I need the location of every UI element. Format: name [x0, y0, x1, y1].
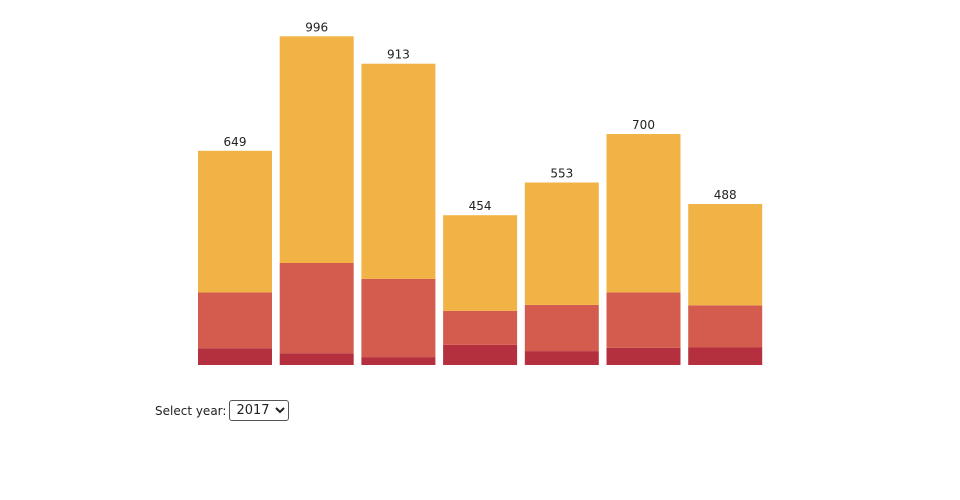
bar-segment-7-1	[688, 347, 763, 365]
bar-segment-7-3	[688, 204, 763, 306]
bar-segment-1-3	[198, 150, 272, 293]
bar-segment-4-1	[443, 344, 518, 365]
bar-segment-2-3	[279, 36, 354, 263]
bar-segment-5-3	[524, 182, 599, 305]
year-select[interactable]: 2017	[229, 400, 290, 421]
bar-total-label-1: 649	[224, 135, 247, 149]
bar-segment-5-2	[524, 304, 599, 352]
bar-segment-4-3	[443, 215, 518, 311]
bar-total-label-5: 553	[550, 167, 573, 181]
year-selector-control: Select year: 2017	[155, 400, 290, 421]
bar-segment-2-1	[279, 353, 354, 365]
stacked-bar-chart: 649 996 913 454 553 700 488	[198, 20, 763, 365]
bar-total-label-4: 454	[469, 199, 492, 213]
bar-total-label-2: 996	[305, 20, 328, 34]
bar-segment-4-2	[443, 310, 518, 345]
bar-segment-3-1	[361, 357, 436, 365]
bar-segment-6-2	[606, 292, 681, 348]
bar-segment-1-1	[198, 348, 272, 365]
bar-total-label-7: 488	[714, 188, 737, 202]
bar-segment-3-2	[361, 278, 436, 358]
bar-segment-6-1	[606, 347, 681, 365]
bar-total-label-6: 700	[632, 118, 655, 132]
bar-segment-3-3	[361, 63, 436, 279]
bar-segment-2-2	[279, 263, 354, 354]
bar-segment-6-3	[606, 134, 681, 293]
bar-total-label-3: 913	[387, 48, 410, 62]
bar-segment-5-1	[524, 351, 599, 365]
bar-segment-7-2	[688, 305, 763, 348]
select-year-label: Select year:	[155, 403, 227, 418]
bar-segment-1-2	[198, 292, 272, 349]
